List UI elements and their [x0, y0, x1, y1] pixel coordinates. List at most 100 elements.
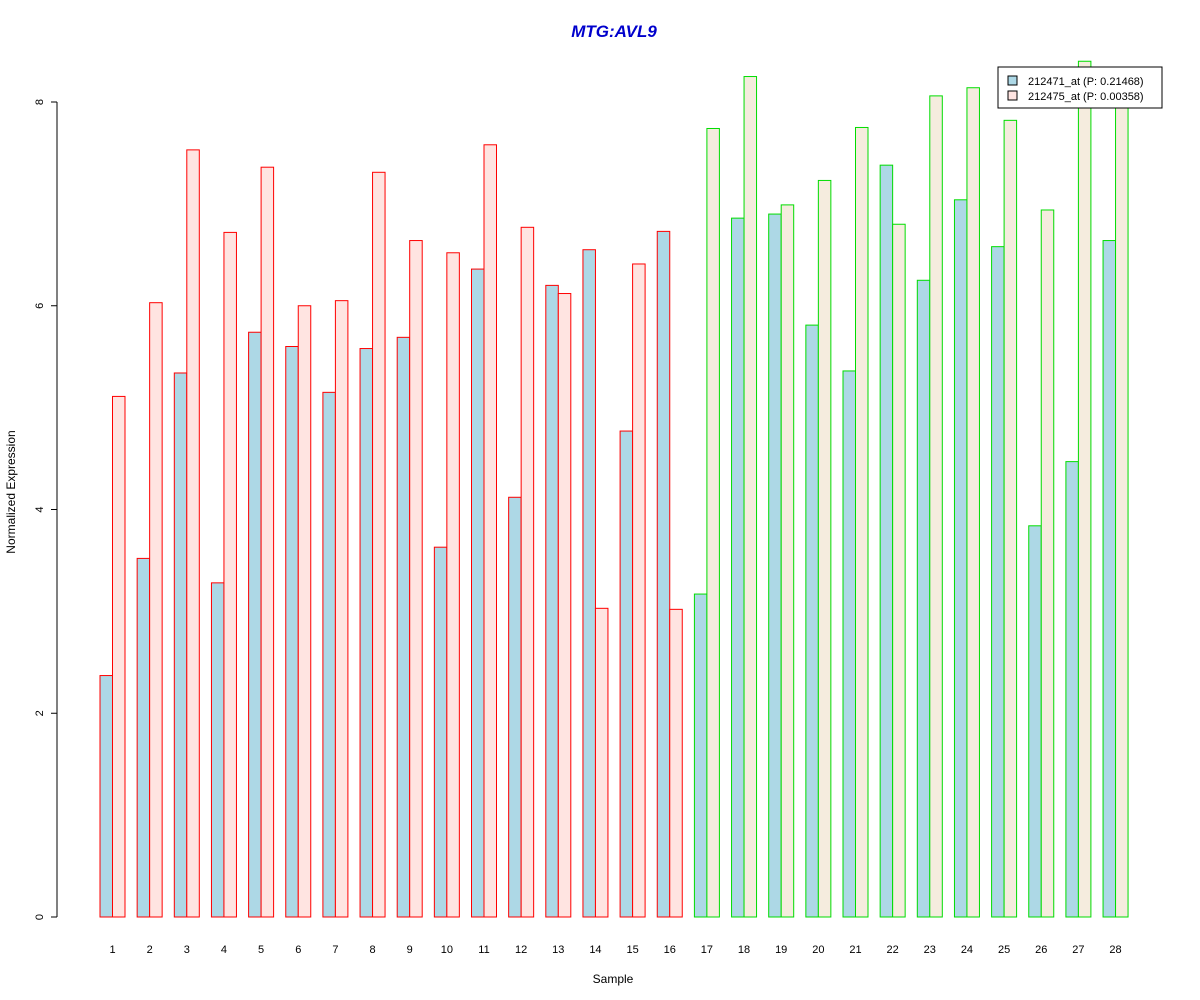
legend: 212471_at (P: 0.21468) 212475_at (P: 0.0…: [997, 66, 1163, 109]
bar-series-1: [731, 217, 745, 918]
bar-series-2: [632, 263, 646, 918]
y-tick-label: 0: [34, 914, 46, 920]
bar-series-1: [879, 164, 894, 918]
x-tick-label: 9: [407, 944, 413, 956]
bar-series-1: [1028, 525, 1042, 918]
x-tick-label: 1: [109, 944, 115, 956]
y-tick-label: 8: [34, 99, 46, 105]
x-tick-label: 17: [701, 944, 713, 956]
bar-series-1: [991, 246, 1005, 918]
x-tick-label: 5: [258, 944, 264, 956]
bar-series-1: [1065, 461, 1079, 918]
x-tick-label: 3: [184, 944, 190, 956]
chart-title: MTG:AVL9: [571, 22, 657, 41]
bar-series-2: [780, 204, 795, 918]
bar-series-1: [953, 199, 968, 918]
bar-series-2: [260, 166, 275, 918]
bar-series-2: [817, 179, 832, 918]
bar-series-1: [285, 346, 299, 918]
x-tick-label: 2: [147, 944, 153, 956]
bar-series-1: [545, 284, 559, 918]
bar-series-2: [929, 95, 943, 918]
bar-series-1: [210, 582, 225, 918]
bar-series-1: [805, 324, 819, 918]
bar-series-2: [669, 608, 683, 918]
x-tick-labels: 1 2 3 4 5 6 7 8 9 10 11 12 13 14 15 16 17 18 19 20 21 22 23 24 2…: [109, 944, 1121, 956]
x-tick-label: 20: [812, 944, 824, 956]
bar-series-2: [966, 87, 980, 918]
y-axis: 0 2 4 6 8: [34, 99, 58, 920]
x-tick-label: 16: [664, 944, 676, 956]
bar-series-1: [471, 268, 485, 918]
bar-series-2: [557, 293, 572, 918]
bar-series-1: [99, 675, 113, 918]
bar-series-2: [1077, 60, 1092, 918]
bar-series-1: [768, 213, 782, 918]
bar-series-1: [396, 336, 411, 918]
bar-series-1: [359, 348, 374, 918]
x-tick-label: 14: [589, 944, 601, 956]
x-tick-label: 13: [552, 944, 564, 956]
bar-series-1: [693, 593, 708, 918]
y-tick-label: 6: [34, 303, 46, 309]
bar-series-2: [297, 305, 312, 918]
bar-series-2: [372, 171, 386, 918]
legend-label-series-2: 212475_at (P: 0.00358): [1028, 91, 1144, 103]
bar-series-2: [483, 144, 497, 918]
bar-series-1: [322, 391, 336, 918]
bar-series-2: [1003, 119, 1018, 918]
bar-series-1: [433, 546, 448, 918]
x-tick-label: 22: [887, 944, 899, 956]
x-tick-label: 6: [295, 944, 301, 956]
bar-series-2: [594, 607, 609, 918]
legend-swatch-series-1: [1007, 75, 1018, 86]
x-tick-label: 21: [849, 944, 861, 956]
bar-series-1: [842, 370, 856, 918]
bar-series-2: [409, 240, 423, 918]
bar-series-2: [520, 226, 535, 918]
legend-label-series-1: 212471_at (P: 0.21468): [1028, 76, 1144, 88]
bar-series-1: [248, 331, 262, 918]
bar-series-2: [334, 300, 349, 918]
x-tick-label: 4: [221, 944, 227, 956]
bar-series-2: [743, 76, 758, 918]
legend-swatch-series-2: [1007, 90, 1018, 101]
x-tick-label: 26: [1035, 944, 1047, 956]
x-tick-label: 19: [775, 944, 787, 956]
bar-series-2: [1115, 101, 1129, 918]
x-axis-label: Sample: [593, 972, 634, 986]
x-tick-label: 23: [924, 944, 936, 956]
bar-series-1: [916, 279, 931, 918]
y-tick-label: 2: [34, 710, 46, 716]
x-tick-label: 15: [626, 944, 638, 956]
bar-series-1: [1102, 240, 1117, 918]
x-tick-label: 12: [515, 944, 527, 956]
x-tick-label: 8: [369, 944, 375, 956]
bar-series-1: [508, 496, 522, 918]
x-tick-label: 28: [1109, 944, 1121, 956]
x-tick-label: 10: [441, 944, 453, 956]
bar-series-1: [582, 249, 596, 918]
bar-series-1: [619, 430, 634, 918]
y-tick-label: 4: [34, 506, 46, 512]
bar-series-2: [223, 231, 237, 918]
x-tick-label: 18: [738, 944, 750, 956]
y-axis-label: Normalized Expression: [4, 430, 18, 553]
bar-series-2: [892, 223, 906, 918]
x-tick-label: 24: [961, 944, 973, 956]
bar-series-2: [149, 302, 163, 918]
bar-series-2: [706, 127, 720, 918]
bar-series-1: [656, 230, 671, 918]
bar-series-2: [446, 252, 460, 918]
x-tick-label: 11: [478, 944, 489, 956]
legend-box: [997, 66, 1163, 109]
bar-series-2: [112, 395, 126, 918]
bar-series-2: [1040, 209, 1055, 918]
x-tick-label: 25: [998, 944, 1010, 956]
bar-series-1: [173, 372, 188, 918]
x-tick-label: 7: [332, 944, 338, 956]
bar-series-2: [186, 149, 200, 918]
bar-series-1: [136, 557, 151, 918]
bars: [99, 60, 1129, 918]
